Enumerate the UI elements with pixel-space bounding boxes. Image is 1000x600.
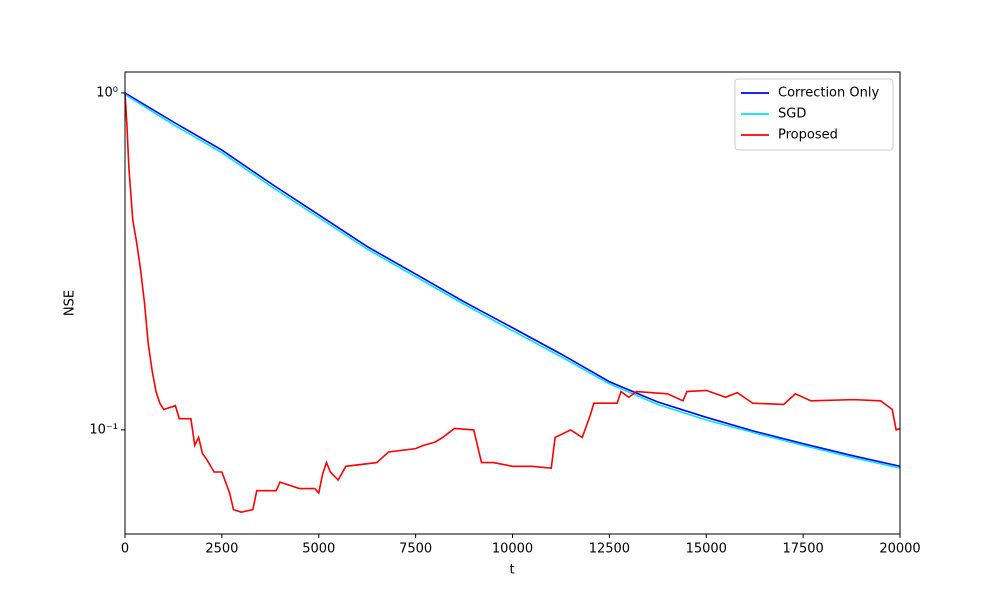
x-tick-label: 2500 bbox=[205, 542, 238, 557]
x-tick-label: 7500 bbox=[399, 542, 432, 557]
x-tick-label: 12500 bbox=[589, 542, 630, 557]
y-tick-label: 10⁻¹ bbox=[89, 422, 118, 437]
x-tick-label: 15000 bbox=[686, 542, 727, 557]
y-tick-label: 10⁰ bbox=[96, 85, 118, 100]
line-series bbox=[124, 92, 901, 513]
legend-box bbox=[734, 78, 894, 151]
line-series bbox=[124, 92, 901, 468]
legend-label: SGD bbox=[778, 107, 806, 122]
x-tick-label: 10000 bbox=[492, 542, 533, 557]
x-tick-label: 20000 bbox=[879, 542, 920, 557]
plot-frame bbox=[124, 71, 901, 535]
x-tick-label: 0 bbox=[121, 542, 129, 557]
x-axis-label: t bbox=[509, 563, 514, 578]
y-axis-label: NSE bbox=[63, 290, 78, 316]
legend-label: Correction Only bbox=[778, 86, 879, 101]
legend-label: Proposed bbox=[778, 128, 838, 143]
line-series bbox=[124, 93, 901, 469]
x-tick-label: 5000 bbox=[302, 542, 335, 557]
x-tick-label: 17500 bbox=[782, 542, 823, 557]
